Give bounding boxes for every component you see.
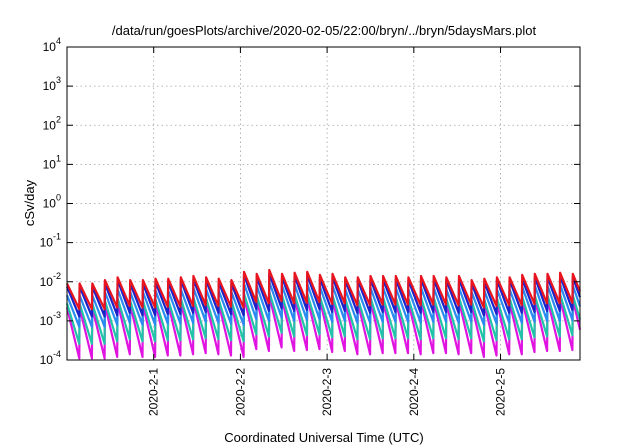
y-tick-exponent: -3 bbox=[53, 310, 61, 320]
y-tick-base: 10 bbox=[43, 157, 57, 171]
y-tick-label: 104 bbox=[43, 36, 61, 54]
x-axis-label: Coordinated Universal Time (UTC) bbox=[224, 430, 423, 445]
y-tick-base: 10 bbox=[43, 118, 57, 132]
y-tick-label: 103 bbox=[43, 75, 61, 93]
y-tick-base: 10 bbox=[40, 236, 54, 250]
y-tick-base: 10 bbox=[40, 314, 54, 328]
y-tick-label: 100 bbox=[43, 193, 61, 211]
y-tick-label: 101 bbox=[43, 153, 61, 171]
y-tick-exponent: -1 bbox=[53, 232, 61, 242]
x-tick-label: 2020-2-1 bbox=[147, 368, 161, 416]
grid bbox=[67, 47, 580, 360]
chart-title: /data/run/goesPlots/archive/2020-02-05/2… bbox=[112, 23, 537, 38]
y-tick-label: 10-4 bbox=[40, 349, 61, 367]
series-line-1 bbox=[66, 268, 582, 311]
y-tick-label: 10-2 bbox=[40, 271, 61, 289]
y-tick-label: 102 bbox=[43, 114, 61, 132]
y-tick-exponent: -4 bbox=[53, 349, 61, 359]
y-tick-exponent: 3 bbox=[56, 75, 61, 85]
x-tick-label: 2020-2-5 bbox=[494, 368, 508, 416]
y-tick-base: 10 bbox=[43, 79, 57, 93]
y-tick-exponent: 4 bbox=[56, 36, 61, 46]
x-tick-label: 2020-2-3 bbox=[320, 368, 334, 416]
y-tick-exponent: 0 bbox=[56, 193, 61, 203]
y-tick-exponent: -2 bbox=[53, 271, 61, 281]
y-tick-exponent: 2 bbox=[56, 114, 61, 124]
x-tick-label: 2020-2-4 bbox=[407, 368, 421, 416]
y-tick-base: 10 bbox=[43, 40, 57, 54]
y-tick-label: 10-1 bbox=[40, 232, 61, 250]
y-axis-label: cSv/day bbox=[22, 179, 37, 226]
y-tick-base: 10 bbox=[43, 197, 57, 211]
x-axis: 2020-2-1 2020-2-2 2020-2-3 2020-2-4 2020-2-5 bbox=[147, 47, 508, 416]
y-tick-label: 10-3 bbox=[40, 310, 61, 328]
y-tick-base: 10 bbox=[40, 353, 54, 367]
y-tick-base: 10 bbox=[40, 275, 54, 289]
y-tick-exponent: 1 bbox=[56, 153, 61, 163]
x-tick-label: 2020-2-2 bbox=[233, 368, 247, 416]
series-group bbox=[65, 268, 582, 360]
